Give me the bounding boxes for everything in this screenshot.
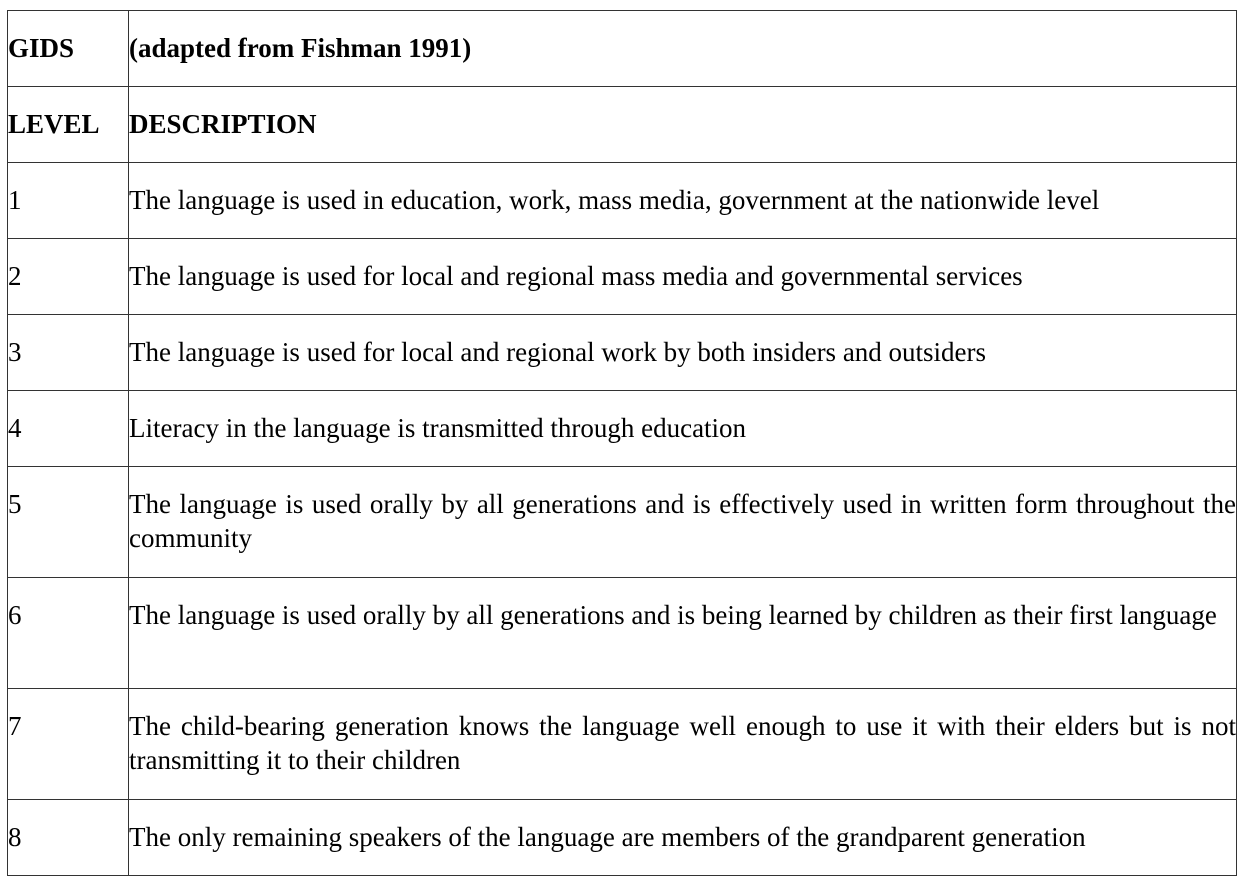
description-cell: The language is used orally by all gener… [128, 577, 1237, 689]
level-number: 6 [8, 600, 22, 630]
description-cell: The only remaining speakers of the langu… [128, 799, 1237, 876]
column-header-row: LEVEL DESCRIPTION [7, 86, 1237, 163]
level-cell: 4 [7, 390, 129, 467]
level-cell: 5 [7, 466, 129, 578]
source-citation: (adapted from Fishman 1991) [129, 33, 472, 63]
level-cell: 7 [7, 688, 129, 800]
level-cell: 1 [7, 162, 129, 239]
table-title-row: GIDS (adapted from Fishman 1991) [7, 10, 1237, 87]
description-header-cell: DESCRIPTION [128, 86, 1237, 163]
level-cell: 8 [7, 799, 129, 876]
table-row: 2 The language is used for local and reg… [7, 238, 1237, 315]
level-cell: 3 [7, 314, 129, 391]
description-cell: The language is used for local and regio… [128, 314, 1237, 391]
level-number: 5 [8, 489, 22, 519]
level-column-header: LEVEL [8, 109, 100, 139]
description-cell: The language is used orally by all gener… [128, 466, 1237, 578]
description-cell: The language is used for local and regio… [128, 238, 1237, 315]
table-row: 1 The language is used in education, wor… [7, 162, 1237, 239]
level-number: 3 [8, 337, 22, 367]
description-cell: Literacy in the language is transmitted … [128, 390, 1237, 467]
level-number: 7 [8, 711, 22, 741]
description-cell: The language is used in education, work,… [128, 162, 1237, 239]
level-number: 4 [8, 413, 22, 443]
level-description: Literacy in the language is transmitted … [129, 413, 747, 443]
level-number: 1 [8, 185, 22, 215]
level-description: The language is used in education, work,… [129, 185, 1100, 215]
table-row: 7 The child-bearing generation knows the… [7, 688, 1237, 800]
table-row: 6 The language is used orally by all gen… [7, 577, 1237, 689]
level-number: 8 [8, 822, 22, 852]
level-description: The child-bearing generation knows the l… [129, 711, 1236, 775]
table-row: 4 Literacy in the language is transmitte… [7, 390, 1237, 467]
level-description: The only remaining speakers of the langu… [129, 822, 1086, 852]
level-cell: 6 [7, 577, 129, 689]
table-row: 3 The language is used for local and reg… [7, 314, 1237, 391]
source-cell: (adapted from Fishman 1991) [128, 10, 1237, 87]
level-description: The language is used orally by all gener… [129, 489, 1236, 553]
level-description: The language is used for local and regio… [129, 261, 1023, 291]
gids-label-cell: GIDS [7, 10, 129, 87]
description-cell: The child-bearing generation knows the l… [128, 688, 1237, 800]
level-cell: 2 [7, 238, 129, 315]
level-description: The language is used orally by all gener… [129, 600, 1217, 630]
table-row: 8 The only remaining speakers of the lan… [7, 799, 1237, 876]
gids-label: GIDS [8, 33, 75, 63]
level-description: The language is used for local and regio… [129, 337, 987, 367]
table-row: 5 The language is used orally by all gen… [7, 466, 1237, 578]
level-number: 2 [8, 261, 22, 291]
gids-table: GIDS (adapted from Fishman 1991) LEVEL D… [7, 10, 1237, 876]
description-column-header: DESCRIPTION [129, 109, 317, 139]
level-header-cell: LEVEL [7, 86, 129, 163]
